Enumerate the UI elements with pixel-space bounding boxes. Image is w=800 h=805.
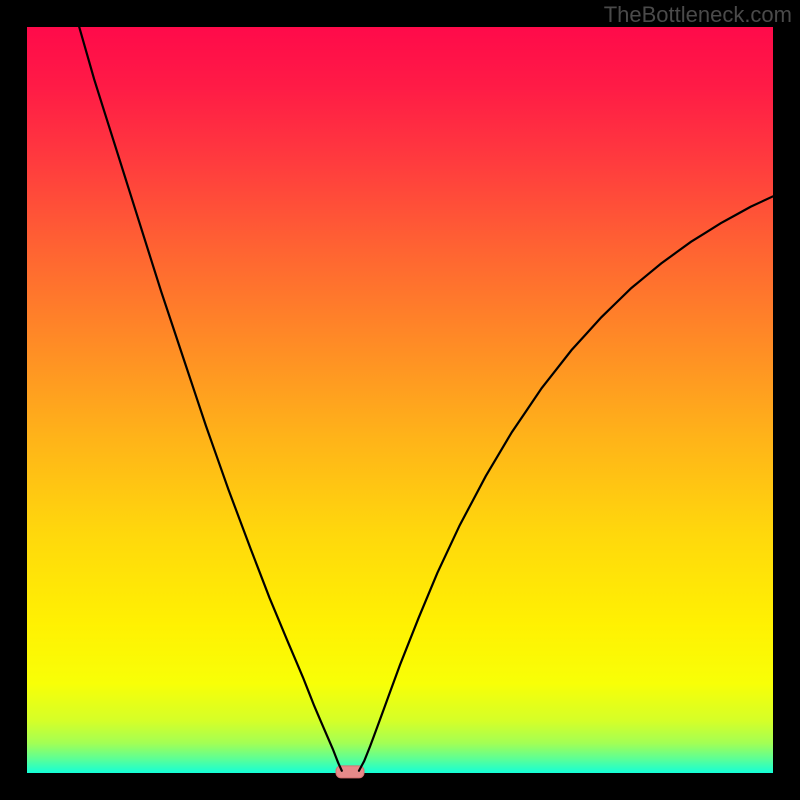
chart-canvas	[0, 0, 800, 800]
watermark-text: TheBottleneck.com	[604, 2, 792, 28]
bottleneck-chart: TheBottleneck.com	[0, 0, 800, 800]
plot-background	[27, 27, 773, 773]
